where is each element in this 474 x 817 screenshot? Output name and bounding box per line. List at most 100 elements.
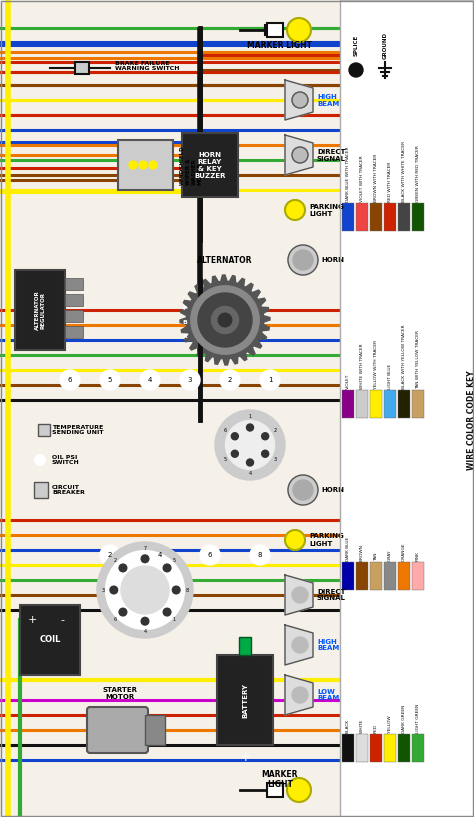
- Text: SPLICE: SPLICE: [354, 34, 358, 56]
- Circle shape: [100, 370, 120, 390]
- FancyBboxPatch shape: [356, 734, 368, 761]
- Circle shape: [200, 545, 220, 565]
- Text: 2: 2: [108, 552, 112, 558]
- Text: TAN WITH YELLOW TRACER: TAN WITH YELLOW TRACER: [416, 330, 420, 390]
- Circle shape: [106, 551, 184, 629]
- FancyBboxPatch shape: [370, 203, 382, 230]
- Circle shape: [119, 608, 127, 616]
- Circle shape: [150, 545, 170, 565]
- Circle shape: [285, 200, 305, 220]
- Text: 5: 5: [108, 377, 112, 383]
- Circle shape: [218, 313, 232, 327]
- Circle shape: [129, 161, 137, 169]
- Text: 3: 3: [188, 377, 192, 383]
- FancyBboxPatch shape: [34, 482, 48, 498]
- Text: 2: 2: [114, 558, 117, 563]
- Circle shape: [163, 564, 171, 572]
- Text: BLACK: BLACK: [346, 718, 350, 733]
- FancyBboxPatch shape: [340, 0, 474, 817]
- Circle shape: [262, 433, 269, 440]
- Circle shape: [60, 370, 80, 390]
- Text: 4: 4: [158, 552, 162, 558]
- Text: WHITE WITH TRACER: WHITE WITH TRACER: [360, 344, 364, 390]
- Circle shape: [231, 450, 238, 458]
- Text: BLACK WITH YELLOW TRACER: BLACK WITH YELLOW TRACER: [402, 325, 406, 390]
- FancyBboxPatch shape: [398, 734, 410, 761]
- Text: HIGH
BEAM: HIGH BEAM: [317, 93, 339, 106]
- Text: +: +: [239, 750, 251, 764]
- Text: RED: RED: [374, 724, 378, 733]
- FancyBboxPatch shape: [412, 391, 424, 418]
- FancyBboxPatch shape: [384, 734, 396, 761]
- Circle shape: [292, 637, 308, 653]
- Text: 6: 6: [224, 428, 227, 433]
- Polygon shape: [180, 275, 270, 365]
- Text: WHITE: WHITE: [360, 718, 364, 733]
- Text: PARKING
LIGHT: PARKING LIGHT: [309, 203, 344, 217]
- Polygon shape: [285, 625, 313, 665]
- FancyBboxPatch shape: [412, 203, 424, 230]
- Text: 6: 6: [208, 552, 212, 558]
- Text: WINDSHIELD
WIPER &
WASHER
MOTOR: WINDSHIELD WIPER & WASHER MOTOR: [180, 145, 202, 185]
- Text: DARK BLUE WITH TRACER: DARK BLUE WITH TRACER: [346, 146, 350, 202]
- Text: RED WITH TRACER: RED WITH TRACER: [388, 161, 392, 202]
- Circle shape: [220, 370, 240, 390]
- FancyBboxPatch shape: [38, 424, 50, 436]
- Text: 1: 1: [268, 377, 272, 383]
- Polygon shape: [285, 675, 313, 715]
- Polygon shape: [285, 135, 313, 175]
- Text: B: B: [182, 319, 187, 324]
- Text: +: +: [27, 615, 36, 625]
- Circle shape: [100, 545, 120, 565]
- Text: WIRE COLOR CODE KEY: WIRE COLOR CODE KEY: [467, 370, 474, 470]
- Text: HORN: HORN: [321, 487, 344, 493]
- Text: VIOLET: VIOLET: [346, 374, 350, 390]
- Text: GREEN WITH RED TRACER: GREEN WITH RED TRACER: [416, 145, 420, 202]
- Circle shape: [110, 586, 118, 594]
- FancyBboxPatch shape: [412, 562, 424, 590]
- Text: HORN: HORN: [321, 257, 344, 263]
- Text: BROWN: BROWN: [360, 544, 364, 561]
- Circle shape: [140, 370, 160, 390]
- FancyBboxPatch shape: [342, 562, 354, 590]
- Circle shape: [141, 555, 149, 563]
- FancyBboxPatch shape: [398, 203, 410, 230]
- Circle shape: [292, 687, 308, 703]
- Circle shape: [246, 424, 254, 431]
- Text: 7: 7: [144, 546, 146, 551]
- Circle shape: [287, 778, 311, 802]
- Text: DIRECT
SIGNAL: DIRECT SIGNAL: [317, 149, 346, 162]
- Circle shape: [191, 286, 259, 355]
- Circle shape: [262, 450, 269, 458]
- Circle shape: [121, 566, 169, 614]
- Polygon shape: [285, 80, 313, 120]
- FancyBboxPatch shape: [370, 734, 382, 761]
- Text: CIRCUIT
BREAKER: CIRCUIT BREAKER: [52, 484, 85, 495]
- Circle shape: [231, 433, 238, 440]
- Text: GRAY: GRAY: [388, 550, 392, 561]
- Text: LOW
BEAM: LOW BEAM: [317, 689, 339, 702]
- FancyBboxPatch shape: [384, 562, 396, 590]
- Text: 2: 2: [228, 377, 232, 383]
- Text: TEMPERATURE
SENDING UNIT: TEMPERATURE SENDING UNIT: [52, 425, 103, 435]
- FancyBboxPatch shape: [398, 391, 410, 418]
- Circle shape: [250, 545, 270, 565]
- Text: TAN: TAN: [374, 552, 378, 561]
- Circle shape: [292, 587, 308, 603]
- Text: 3: 3: [273, 457, 276, 462]
- Circle shape: [163, 608, 171, 616]
- FancyBboxPatch shape: [75, 62, 89, 74]
- FancyBboxPatch shape: [412, 734, 424, 761]
- Text: BATTERY: BATTERY: [242, 682, 248, 717]
- Text: ALTERNATOR
REGULATOR: ALTERNATOR REGULATOR: [35, 290, 46, 330]
- FancyBboxPatch shape: [384, 391, 396, 418]
- FancyBboxPatch shape: [65, 278, 83, 290]
- Text: HIGH
BEAM: HIGH BEAM: [317, 639, 339, 651]
- FancyBboxPatch shape: [356, 562, 368, 590]
- FancyBboxPatch shape: [356, 391, 368, 418]
- FancyBboxPatch shape: [356, 203, 368, 230]
- Circle shape: [288, 475, 318, 505]
- Text: OIL PSI
SWITCH: OIL PSI SWITCH: [52, 454, 80, 466]
- Text: LIGHT BLUE: LIGHT BLUE: [388, 364, 392, 390]
- Text: 5: 5: [173, 558, 176, 563]
